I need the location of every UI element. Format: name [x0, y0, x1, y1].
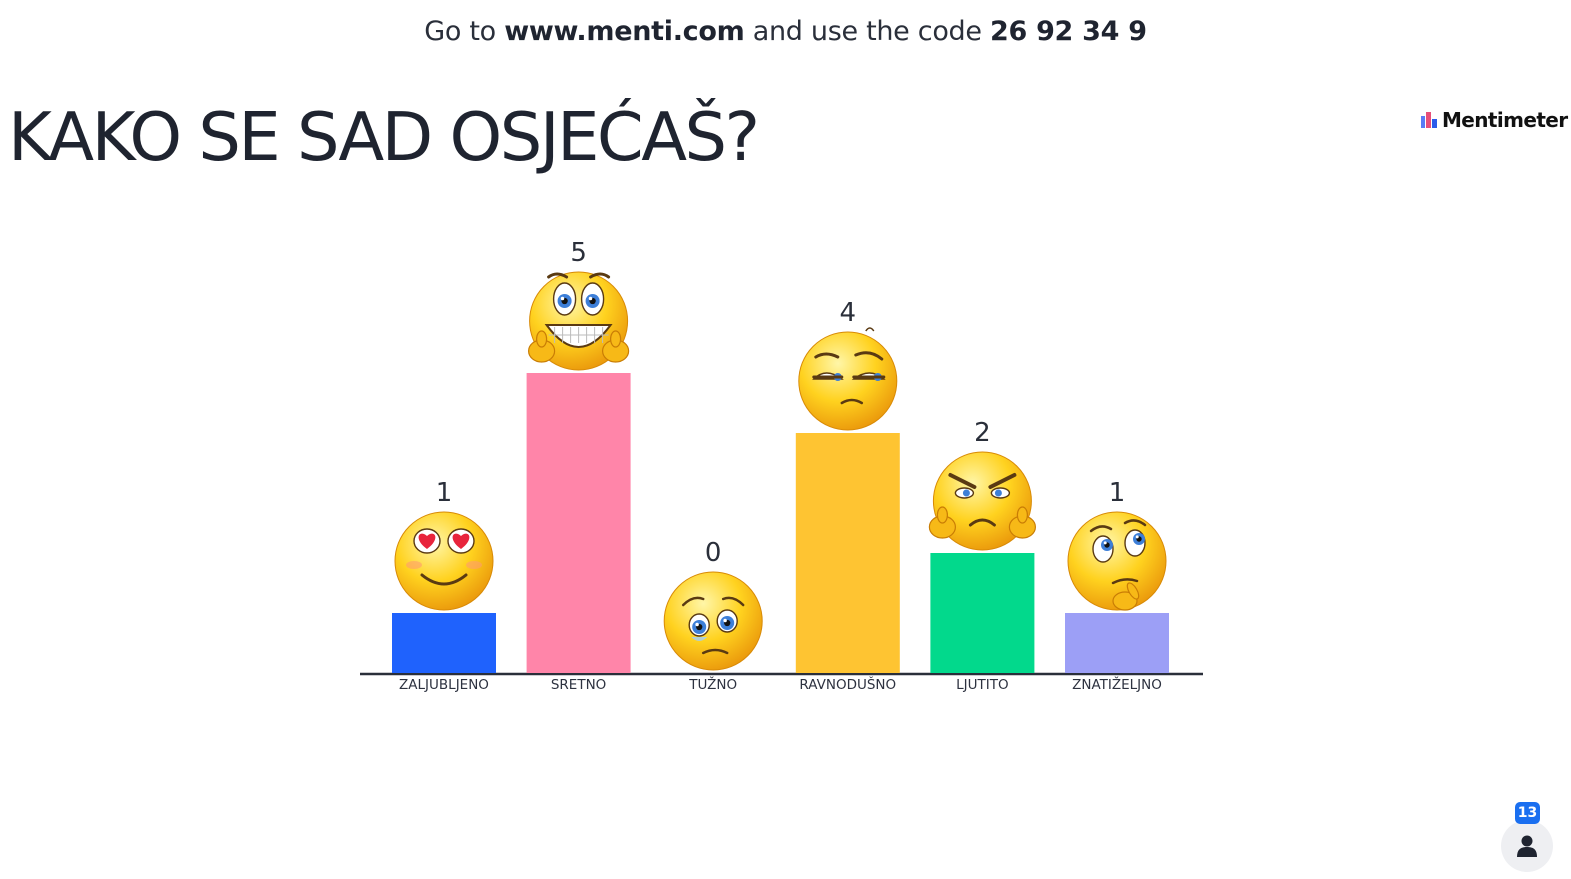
- brand-name: Mentimeter: [1442, 108, 1568, 132]
- join-code: 26 92 34 9: [990, 16, 1147, 47]
- bar-count-label: 0: [705, 538, 722, 568]
- sad-teary-emoji-icon: [663, 571, 763, 671]
- participant-count-badge: 13: [1515, 802, 1540, 824]
- unamused-emoji-icon: [798, 327, 898, 431]
- category-label: ZALJUBLJENO: [399, 677, 489, 693]
- grinning-thumbs-up-emoji-icon: [527, 271, 630, 371]
- bar-count-label: 1: [436, 478, 453, 508]
- category-label: SRETNO: [551, 677, 606, 693]
- join-prefix: Go to: [424, 16, 496, 47]
- category-label: ZNATIŽELJNO: [1072, 675, 1162, 693]
- bar-count-label: 5: [570, 238, 587, 268]
- person-icon: [1517, 835, 1537, 857]
- join-url[interactable]: www.menti.com: [504, 16, 745, 47]
- category-label: LJUTITO: [956, 677, 1008, 693]
- thinking-emoji-icon: [1067, 511, 1167, 611]
- bar-ljutito: [930, 553, 1035, 673]
- bar-zaljubljeno: [392, 613, 496, 673]
- angry-emoji-icon: [928, 451, 1037, 551]
- mentimeter-brand[interactable]: Mentimeter: [1420, 108, 1568, 132]
- bar-znatiželjno: [1065, 613, 1169, 673]
- category-label: RAVNODUŠNO: [799, 675, 896, 693]
- bar-sretno: [526, 373, 631, 673]
- category-label: TUŽNO: [688, 675, 737, 693]
- participants-button[interactable]: [1501, 820, 1553, 872]
- bar-ravnodušno: [795, 433, 900, 673]
- join-instructions: Go to www.menti.com and use the code 26 …: [0, 16, 1571, 47]
- bar-count-label: 2: [974, 418, 991, 448]
- bar-count-label: 4: [840, 298, 857, 328]
- heart-eyes-emoji-icon: [394, 511, 494, 611]
- mentimeter-logo-icon: [1421, 112, 1437, 128]
- join-middle: and use the code: [752, 16, 982, 47]
- bar-count-label: 1: [1109, 478, 1126, 508]
- question-title: KAKO SE SAD OSJEĆAŠ?: [8, 98, 760, 176]
